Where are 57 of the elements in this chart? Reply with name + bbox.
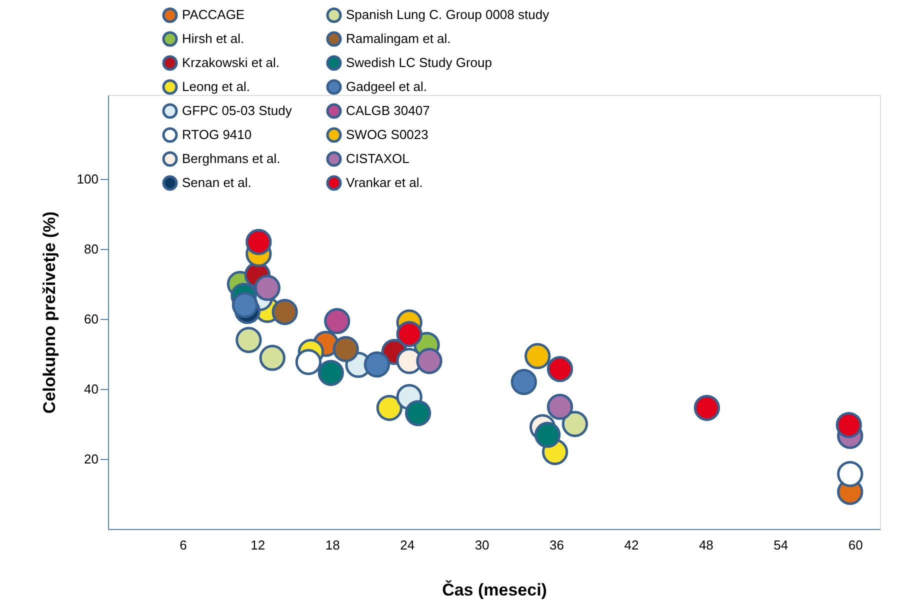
- point: [295, 348, 322, 376]
- legend-label: RTOG 9410: [182, 127, 252, 142]
- x-tick-label: 6: [180, 538, 187, 552]
- point: [236, 326, 262, 354]
- legend-label: Hirsh et al.: [182, 31, 244, 46]
- legend-label: Krzakowski et al.: [182, 55, 280, 70]
- x-tick-label: 36: [550, 538, 564, 552]
- y-tick-label: 60: [84, 312, 98, 326]
- point: [259, 344, 286, 371]
- point: [404, 400, 432, 426]
- point: [416, 348, 442, 374]
- x-tick-label: 24: [400, 538, 415, 552]
- y-tick-label: 40: [84, 382, 98, 396]
- legend-label: Senan et al.: [182, 175, 252, 190]
- legend-label: CISTAXOL: [346, 151, 410, 166]
- legend-label: Leong et al.: [182, 79, 250, 94]
- legend-label: CALGB 30407: [346, 103, 430, 118]
- point: [562, 410, 588, 438]
- point: [272, 298, 298, 326]
- x-tick-label: 60: [848, 538, 863, 552]
- legend-label: Berghmans et al.: [182, 151, 280, 166]
- x-tick-label: 48: [698, 538, 714, 552]
- y-tick-label: 20: [84, 452, 98, 466]
- point: [232, 292, 258, 318]
- x-tick-label: 54: [774, 538, 788, 552]
- point: [524, 343, 551, 370]
- legend-label: GFPC 05-03 Study: [182, 103, 292, 118]
- point: [546, 394, 574, 420]
- y-tick-label: 100: [76, 172, 98, 186]
- legend-label: Swedish LC Study Group: [346, 55, 492, 70]
- x-tick-label: 18: [325, 538, 340, 552]
- x-axis-title: Čas (meseci): [442, 580, 547, 600]
- point: [510, 368, 537, 396]
- legend-label: SWOG S0023: [346, 127, 428, 142]
- legend-label: PACCAGE: [182, 7, 245, 22]
- legend-label: Ramalingam et al.: [346, 31, 451, 46]
- x-tick-label: 42: [624, 538, 639, 552]
- point: [318, 360, 344, 386]
- legend-label: Gadgeel et al.: [346, 79, 427, 94]
- legend-label: Vrankar et al.: [346, 175, 423, 190]
- point: [324, 308, 350, 334]
- point: [396, 320, 422, 348]
- point: [837, 460, 864, 488]
- x-tick-label: 12: [250, 538, 266, 552]
- point: [254, 274, 280, 301]
- legend-label: Spanish Lung C. Group 0008 study: [346, 7, 550, 22]
- point: [534, 422, 561, 448]
- point: [694, 394, 720, 421]
- point: [546, 356, 574, 382]
- point: [836, 412, 862, 438]
- point: [246, 228, 272, 256]
- point: [332, 336, 359, 362]
- x-tick-label: 30: [474, 538, 490, 552]
- point: [364, 351, 390, 378]
- point: [376, 394, 402, 421]
- y-axis-title: Celokupno preživetje (%): [40, 211, 59, 414]
- y-tick-label: 80: [84, 242, 98, 256]
